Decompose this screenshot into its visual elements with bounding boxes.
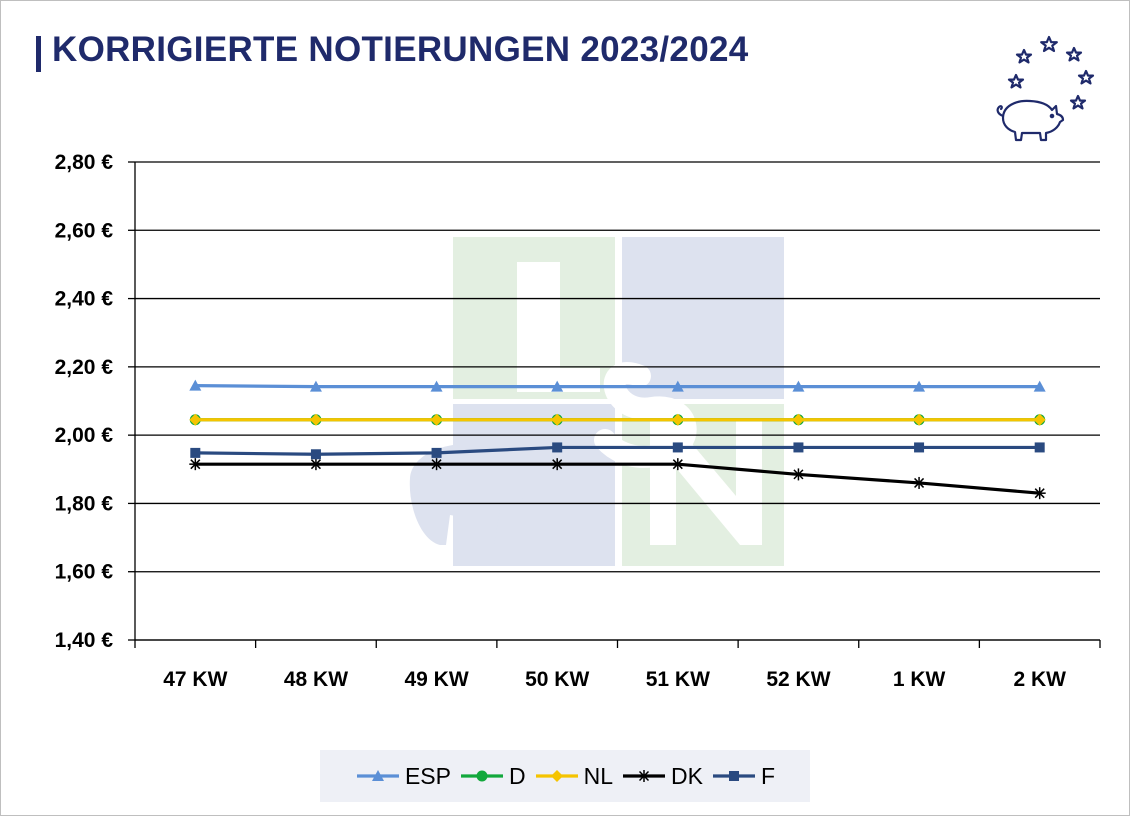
- data-point-f: [310, 449, 321, 460]
- legend-item-nl: NL: [534, 763, 613, 790]
- y-tick-label: 1,60 €: [55, 561, 114, 584]
- data-point-dk: [189, 458, 202, 471]
- title-accent-bar: [36, 36, 41, 72]
- data-point-esp: [1033, 380, 1046, 392]
- y-tick-label: 2,60 €: [55, 219, 114, 242]
- data-point-esp: [913, 380, 926, 392]
- data-point-f: [552, 442, 563, 453]
- data-point-nl: [309, 413, 322, 426]
- x-tick-label: 52 KW: [766, 668, 830, 691]
- pig-with-stars-icon: [996, 35, 1095, 142]
- logo-star: [1007, 73, 1025, 89]
- data-point-nl: [1033, 413, 1046, 426]
- legend-item-dk: DK: [621, 763, 703, 790]
- data-point-esp: [309, 380, 322, 392]
- y-tick-label: 2,80 €: [55, 151, 114, 174]
- data-point-dk: [430, 458, 443, 471]
- legend-label: NL: [583, 762, 614, 789]
- data-point-dk: [671, 458, 684, 471]
- data-point-dk: [792, 468, 805, 481]
- x-tick-label: 1 KW: [893, 668, 946, 691]
- chart-legend: ESP D NL DK F: [320, 750, 810, 802]
- y-tick-label: 1,80 €: [55, 492, 114, 515]
- data-point-f: [190, 447, 201, 458]
- data-point-nl: [430, 413, 443, 426]
- data-point-nl: [551, 413, 564, 426]
- y-tick-label: 2,00 €: [55, 424, 114, 447]
- logo-star: [1077, 69, 1095, 85]
- x-tick-label: 51 KW: [646, 668, 710, 691]
- data-point-dk: [913, 476, 926, 489]
- legend-label: D: [508, 762, 526, 789]
- data-point-esp: [671, 380, 684, 392]
- legend-swatch-esp: [356, 770, 399, 781]
- legend-label: ESP: [404, 762, 451, 789]
- data-point-esp: [551, 380, 564, 392]
- data-point-nl: [189, 413, 202, 426]
- data-point-esp: [189, 379, 202, 391]
- chart-title: KORRIGIERTE NOTIERUNGEN 2023/2024: [52, 30, 749, 69]
- data-point-dk: [551, 458, 564, 471]
- data-point-f: [793, 442, 804, 453]
- series-line-esp: [195, 384, 1040, 389]
- legend-swatch-dk: [623, 770, 666, 782]
- legend-swatch-nl: [535, 770, 578, 782]
- data-point-f: [672, 442, 683, 453]
- data-point-esp: [792, 380, 805, 392]
- logo-star: [1065, 46, 1083, 62]
- data-point-dk: [309, 458, 322, 471]
- series-line-f: [195, 445, 1040, 456]
- legend-item-f: F: [711, 763, 775, 790]
- logo-star: [1015, 48, 1033, 64]
- y-tick-label: 2,40 €: [55, 288, 114, 311]
- x-tick-label: 47 KW: [163, 668, 227, 691]
- x-tick-label: 2 KW: [1013, 668, 1066, 691]
- legend-item-d: D: [459, 763, 526, 790]
- pig-silhouette-icon: [409, 443, 546, 545]
- series-line-dk: [195, 462, 1040, 495]
- y-tick-label: 2,20 €: [55, 356, 114, 379]
- y-tick-label: 1,40 €: [55, 629, 114, 652]
- data-point-nl: [913, 413, 926, 426]
- data-point-nl: [792, 413, 805, 426]
- logo-pig-tail: [996, 105, 1005, 118]
- data-point-esp: [430, 380, 443, 392]
- x-tick-label: 50 KW: [525, 668, 589, 691]
- logo-star: [1040, 35, 1058, 53]
- x-tick-label: 49 KW: [404, 668, 468, 691]
- data-point-nl: [671, 413, 684, 426]
- legend-item-esp: ESP: [355, 763, 451, 790]
- legend-label: DK: [671, 762, 703, 789]
- data-point-f: [431, 447, 442, 458]
- data-point-f: [914, 442, 925, 453]
- data-point-f: [1034, 442, 1045, 453]
- data-point-dk: [1033, 487, 1046, 500]
- legend-swatch-d: [460, 770, 503, 782]
- lsn-watermark: [409, 237, 784, 566]
- legend-swatch-f: [712, 771, 755, 781]
- x-tick-label: 48 KW: [284, 668, 348, 691]
- logo-star: [1069, 94, 1087, 110]
- logo-pig-body: [1001, 99, 1065, 142]
- legend-label: F: [760, 762, 776, 789]
